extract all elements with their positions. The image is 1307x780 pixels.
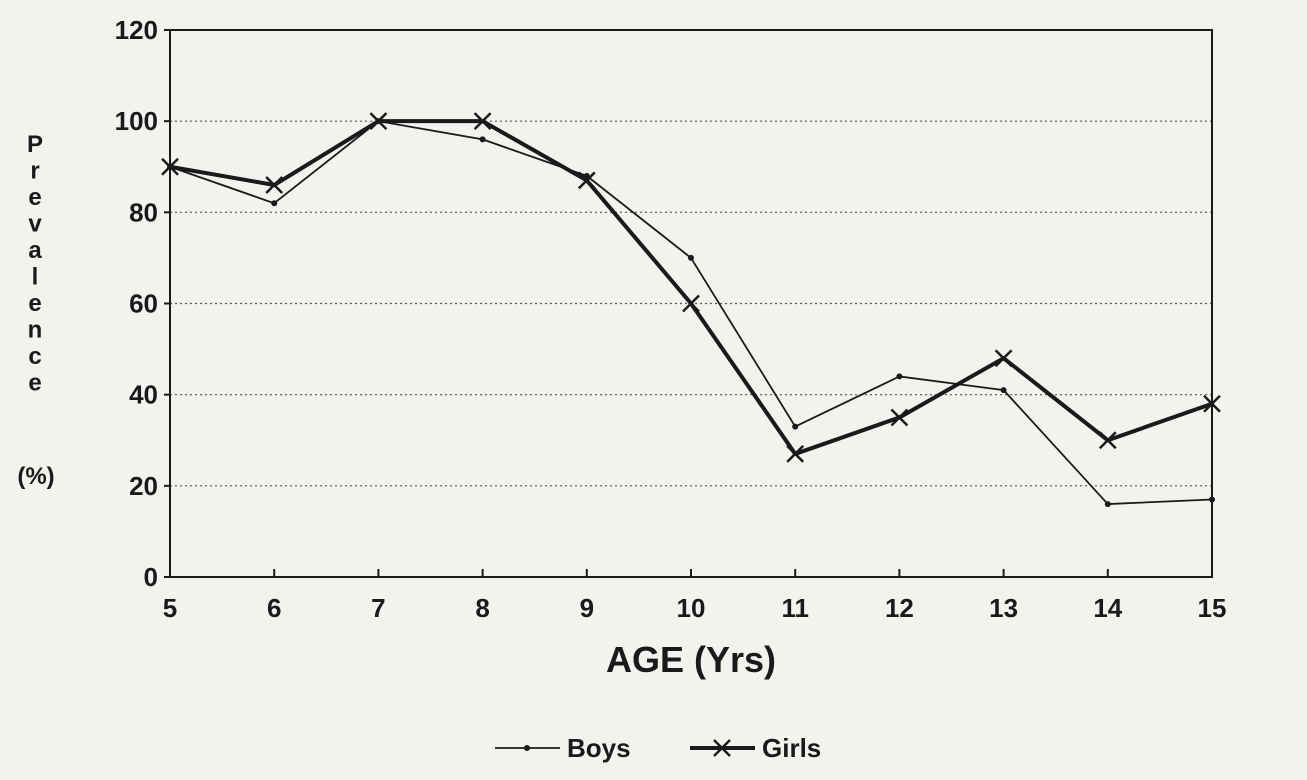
data-point-girls — [473, 112, 492, 131]
y-axis-title-letter: n — [28, 317, 43, 344]
y-axis-title-letter: a — [28, 237, 42, 264]
y-tick-label: 100 — [115, 106, 158, 136]
data-point-boys — [1104, 501, 1111, 508]
y-axis-title-letter: e — [28, 370, 41, 397]
y-axis-unit: (%) — [17, 463, 54, 490]
x-tick-label: 9 — [580, 593, 594, 623]
x-marker-stroke — [161, 157, 179, 176]
y-axis-title-letter: P — [27, 131, 43, 158]
y-tick-label: 80 — [129, 197, 158, 227]
y-tick-label: 0 — [144, 562, 158, 592]
data-point-boys — [271, 200, 278, 207]
x-tick-label: 13 — [989, 593, 1018, 623]
x-axis-title: AGE (Yrs) — [606, 639, 776, 680]
series-line-boys — [169, 120, 1213, 505]
series-line-girls — [169, 119, 1213, 456]
x-marker-stroke — [473, 112, 492, 131]
x-tick-label: 15 — [1198, 593, 1227, 623]
data-point-boys — [1209, 496, 1215, 503]
legend-dot-marker — [524, 745, 530, 751]
y-axis-title-letter: c — [28, 343, 41, 370]
x-marker-stroke — [369, 112, 388, 131]
x-tick-label: 5 — [163, 593, 177, 623]
y-axis-title-letter: r — [30, 158, 39, 185]
legend-x-marker — [713, 739, 731, 757]
data-point-boys — [688, 254, 694, 261]
y-axis-title-letter: e — [28, 290, 41, 317]
x-tick-label: 12 — [885, 593, 914, 623]
legend: Boys Girls — [495, 733, 821, 763]
data-point-girls — [577, 171, 596, 190]
x-marker-stroke — [994, 349, 1013, 368]
legend-item-girls: Girls — [690, 733, 821, 763]
x-tick-label: 8 — [475, 593, 489, 623]
data-point-boys — [479, 136, 486, 143]
data-point-girls — [994, 349, 1013, 368]
data-point-boys — [1000, 387, 1007, 394]
x-tick-label: 10 — [677, 593, 706, 623]
x-tick-labels: 5 6 7 8 9 10 11 12 13 14 15 — [163, 569, 1227, 623]
x-marker-stroke — [1203, 394, 1221, 413]
x-tick-label: 11 — [781, 593, 809, 623]
data-point-girls — [265, 176, 284, 194]
legend-label: Boys — [567, 733, 631, 763]
y-tick-label: 20 — [129, 471, 158, 501]
y-tick-label: 40 — [129, 380, 158, 410]
x-tick-label: 7 — [371, 593, 385, 623]
data-point-girls — [1203, 394, 1221, 413]
x-marker-stroke — [682, 294, 700, 313]
y-axis-title-letter: v — [28, 211, 42, 238]
data-point-girls — [786, 445, 805, 463]
series-lines — [161, 112, 1221, 508]
y-tick-labels: 0 20 40 60 80 100 120 — [115, 15, 170, 592]
x-marker-stroke — [786, 445, 805, 463]
data-point-girls — [682, 294, 700, 313]
data-point-girls — [369, 112, 388, 131]
data-point-boys — [792, 423, 799, 430]
x-marker-stroke — [577, 171, 596, 190]
x-tick-label: 14 — [1093, 593, 1122, 623]
data-point-girls — [1098, 431, 1117, 450]
y-tick-label: 120 — [115, 15, 158, 45]
y-axis-title-letter: l — [32, 264, 39, 291]
y-axis-title-letter: e — [28, 184, 41, 211]
x-tick-label: 6 — [267, 593, 281, 623]
x-marker-stroke — [890, 408, 909, 427]
x-marker-stroke — [265, 176, 284, 194]
y-tick-label: 60 — [129, 289, 158, 319]
data-point-boys — [896, 373, 903, 380]
legend-label: Girls — [762, 733, 821, 763]
legend-item-boys: Boys — [495, 733, 631, 763]
data-point-girls — [161, 157, 179, 176]
x-marker-stroke — [1098, 431, 1117, 450]
data-point-girls — [890, 408, 909, 427]
